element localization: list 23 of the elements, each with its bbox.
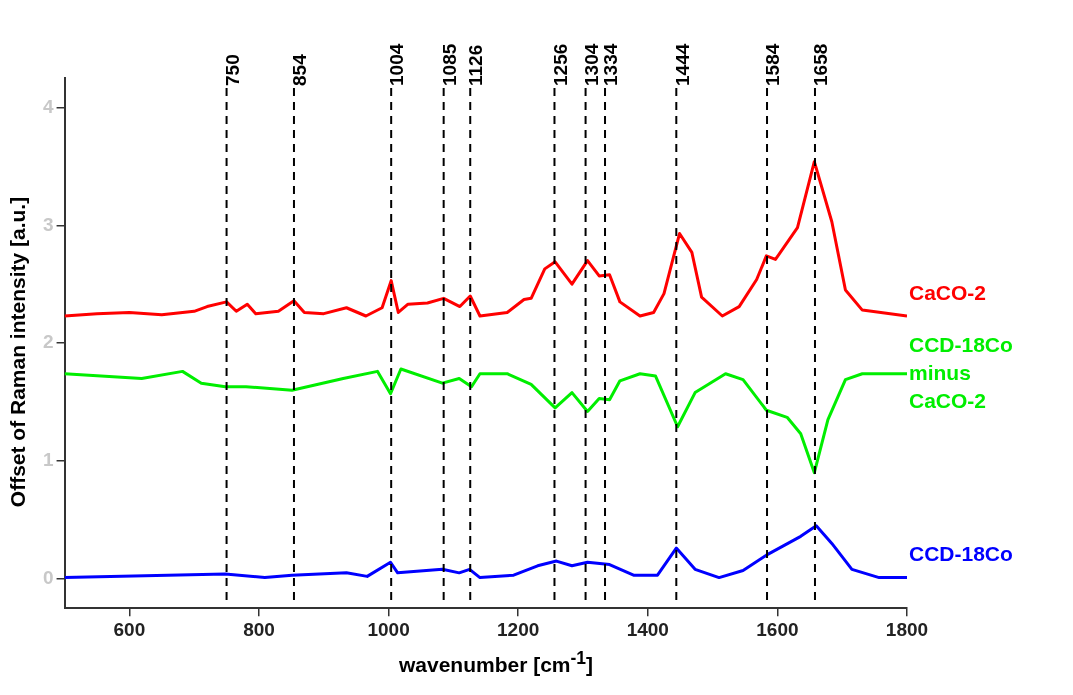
ref-line-label: 1256 [549,43,571,86]
ref-line-label: 1584 [762,43,784,86]
y-axis-title: Offset of Raman intensity [a.u.] [6,195,30,510]
ref-line-label: 1444 [671,43,693,86]
ref-line-label: 1126 [465,44,487,86]
ref-line-label: 1004 [386,43,408,86]
x-tick-label: 600 [113,618,146,640]
x-tick-label: 1000 [367,618,410,640]
ref-line-label: 1334 [600,43,622,86]
ref-line-label: 1304 [580,43,602,86]
x-tick-label: 1400 [626,618,669,640]
series-label: CaCO-2 [909,280,987,304]
x-tick-label: 1600 [756,618,799,640]
ref-line-label: 1085 [438,43,460,86]
ref-line-label: 1658 [810,43,832,86]
x-axis-title: wavenumber [cm$^{-1}$] [397,648,595,677]
series-label: CCD-18Co minus CaCO-2 [909,332,1013,412]
x-tick-label: 1800 [885,618,929,640]
ref-line-label: 854 [289,53,311,86]
series-label: CCD-18Co [909,542,1013,566]
ref-line-label: 750 [221,54,243,86]
x-tick-label: 800 [243,618,275,640]
x-tick-label: 1200 [497,618,540,640]
